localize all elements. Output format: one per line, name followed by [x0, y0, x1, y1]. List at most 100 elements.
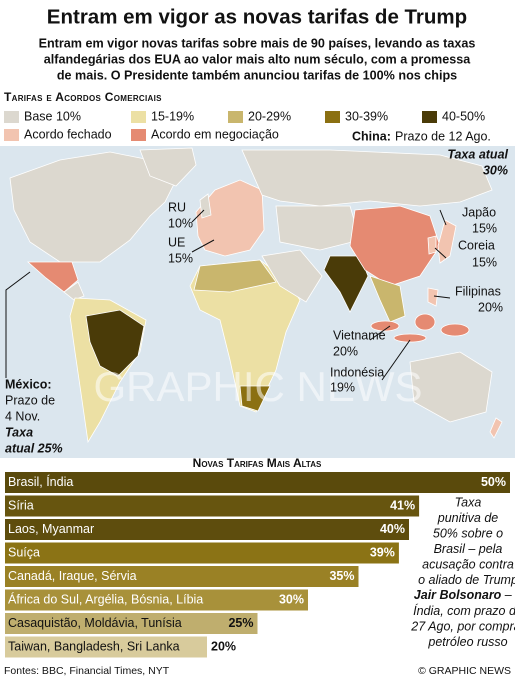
legend-label: Base 10% — [24, 109, 81, 123]
note-line: acusação contra — [422, 557, 514, 571]
note-line: 50% sobre o — [433, 526, 503, 540]
annotation: 15% — [168, 251, 193, 265]
australia — [409, 351, 493, 423]
annotation: atual 25% — [5, 441, 63, 455]
annotation: Japão — [462, 205, 496, 219]
bar — [5, 566, 359, 587]
note-line: Brasil – pela — [434, 542, 503, 556]
korea — [427, 235, 437, 255]
legend-swatch — [4, 111, 19, 123]
note-line: petróleo russo — [427, 635, 507, 649]
subtitle: de mais. O Presidente também anunciou ta… — [57, 68, 457, 82]
mexico — [26, 261, 79, 293]
annotation: Filipinas — [455, 284, 501, 298]
credit: © GRAPHIC NEWS — [418, 665, 511, 677]
value-label: 20% — [211, 639, 236, 653]
annotation: 15% — [472, 255, 497, 269]
russia — [241, 149, 493, 207]
watermark: GRAPHIC NEWS — [93, 363, 422, 410]
annotation: Prazo de 12 Ago. — [395, 129, 491, 143]
map: GRAPHIC NEWS — [0, 146, 515, 458]
value-label: 41% — [390, 498, 415, 512]
island — [440, 323, 470, 337]
pointer-lines — [5, 209, 451, 381]
annotation: Taxa atual — [447, 147, 508, 161]
subtitle: Entram em vigor novas tarifas sobre mais… — [39, 36, 476, 50]
subtitle: alfandegárias dos EUA ao valor mais alto… — [44, 52, 471, 66]
category-label: Laos, Myanmar — [8, 522, 94, 536]
legend-swatch — [325, 111, 340, 123]
map-title: Tarifas e Acordos Comerciais — [4, 90, 162, 104]
southeast-asia — [369, 275, 406, 323]
annotation: 10% — [168, 216, 193, 230]
annotation: 30% — [483, 163, 508, 177]
annotation: Taxa — [5, 425, 33, 439]
annotation: México: — [5, 377, 52, 391]
indonesia — [370, 313, 470, 343]
value-label: 25% — [228, 616, 253, 630]
value-label: 39% — [370, 545, 395, 559]
sources: Fontes: BBC, Financial Times, NYT — [4, 665, 170, 677]
island — [370, 320, 400, 332]
note-line: 27 Ago, por comprar — [410, 619, 515, 633]
note-bold: Jair Bolsonaro — [414, 588, 502, 602]
annotation: Vietname — [333, 328, 386, 342]
category-label: Síria — [8, 498, 34, 512]
greenland — [139, 147, 197, 187]
island — [393, 333, 427, 343]
legend-swatch — [131, 129, 146, 141]
value-label: 50% — [481, 475, 506, 489]
legend: Base 10% 15-19% 20-29% 30-39% 40-50% Acordo f… — [4, 109, 485, 141]
category-label: África do Sul, Argélia, Bósnia, Líbia — [8, 591, 203, 606]
legend-label: 15-19% — [151, 109, 194, 123]
legend-label: 30-39% — [345, 109, 388, 123]
chart-title: Novas Tarifas Mais Altas — [193, 456, 322, 470]
bar — [5, 519, 409, 540]
note-line: o aliado de Trump — [418, 573, 515, 587]
philippines — [427, 287, 439, 307]
note-line: Taxa — [455, 495, 482, 509]
legend-swatch — [228, 111, 243, 123]
annotation: Coreia — [458, 238, 495, 252]
europe — [195, 179, 265, 257]
annotation: 19% — [330, 380, 355, 394]
bar-chart: Brasil, Índia 50% Síria 41% Laos, Myanmar 40%… — [5, 472, 510, 658]
annotation: China: — [352, 129, 391, 143]
bar — [5, 472, 510, 493]
north-africa — [193, 259, 277, 293]
legend-label: 40-50% — [442, 109, 485, 123]
annotation: RU — [168, 200, 186, 214]
annotation: Indonésia — [330, 365, 384, 379]
bar — [5, 495, 420, 517]
brazil — [85, 309, 145, 377]
note-line: Jair Bolsonaro – e — [414, 588, 515, 602]
legend-swatch — [422, 111, 437, 123]
annotation: Prazo de — [5, 393, 55, 407]
category-label: Taiwan, Bangladesh, Sri Lanka — [8, 639, 180, 653]
island — [414, 313, 436, 331]
new-zealand — [489, 417, 503, 439]
bar — [5, 636, 207, 658]
category-label: Casaquistão, Moldávia, Tunísia — [8, 616, 182, 630]
value-label: 35% — [329, 569, 354, 583]
legend-label: 20-29% — [248, 109, 291, 123]
legend-label: Acordo em negociação — [151, 127, 279, 141]
legend-swatch — [4, 129, 19, 141]
annotation: UE — [168, 235, 185, 249]
note-text: – e — [501, 588, 515, 602]
japan — [437, 219, 457, 264]
annotation: 15% — [472, 221, 497, 235]
china — [349, 205, 441, 287]
category-label: Brasil, Índia — [8, 474, 73, 489]
legend-label: Acordo fechado — [24, 127, 112, 141]
note-line: Índia, com prazo de — [413, 603, 515, 618]
bar — [5, 589, 308, 611]
value-label: 30% — [279, 592, 304, 606]
category-label: Canadá, Iraque, Sérvia — [8, 569, 137, 583]
bar — [5, 542, 399, 564]
annotation: 20% — [478, 300, 503, 314]
south-africa — [239, 385, 271, 412]
value-label: 40% — [380, 522, 405, 536]
